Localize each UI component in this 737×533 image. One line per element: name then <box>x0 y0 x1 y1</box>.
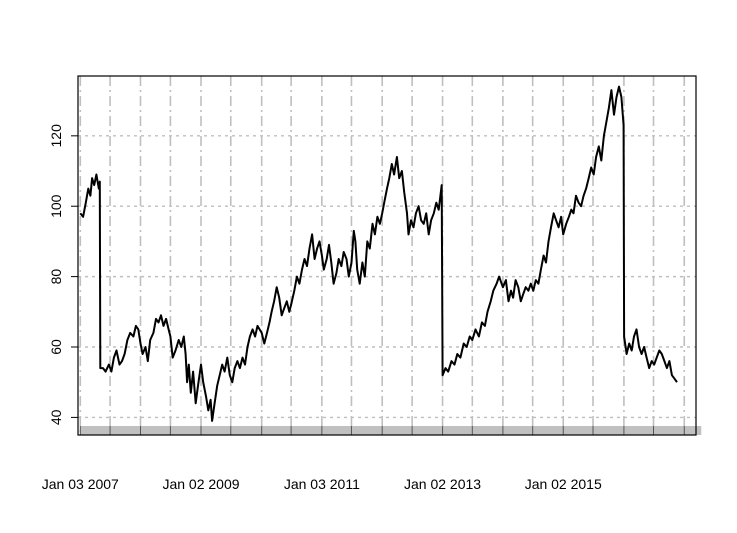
tick-bar <box>80 426 702 435</box>
plot-border <box>77 75 697 436</box>
y-tick-label: 100 <box>48 194 64 218</box>
x-tick-label: Jan 03 2011 <box>284 476 360 492</box>
y-tick-label: 120 <box>48 124 64 148</box>
x-axis-tick-bar <box>79 426 702 435</box>
y-tick-label: 80 <box>48 269 64 285</box>
x-tick-label: Jan 02 2009 <box>162 476 239 492</box>
x-tick-label: Jan 03 2007 <box>42 476 119 492</box>
series-line <box>79 85 678 422</box>
x-tick-label: Jan 02 2015 <box>525 476 602 492</box>
y-axis: 40 60 80 100 120 <box>48 124 78 425</box>
horizontal-gridlines <box>78 135 696 419</box>
x-tick-label: Jan 02 2013 <box>404 476 481 492</box>
y-tick-label: 60 <box>48 339 64 355</box>
y-tick-label: 40 <box>48 409 64 425</box>
price-series <box>79 85 678 422</box>
x-axis-labels: Jan 03 2007 Jan 02 2009 Jan 03 2011 Jan 02 … <box>42 476 602 492</box>
vertical-gridlines <box>79 76 686 435</box>
